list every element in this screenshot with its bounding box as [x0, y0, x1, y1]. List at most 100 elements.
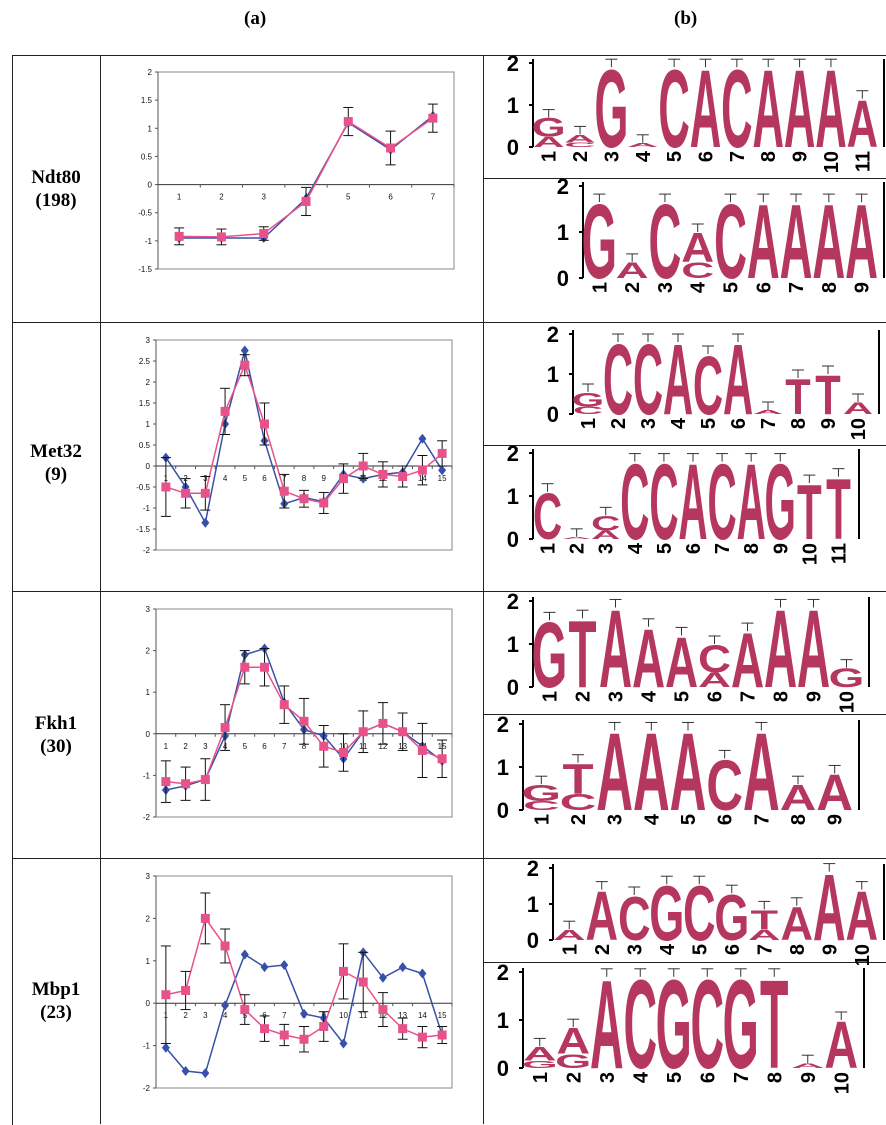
logo-letter: G: [572, 388, 604, 411]
logo-position-label: 7: [754, 944, 776, 955]
x-tick-label: 1: [177, 193, 182, 202]
logo-letter: G: [649, 872, 684, 958]
data-point: [358, 461, 368, 471]
x-tick-label: 15: [438, 1011, 447, 1020]
x-tick-label: 15: [438, 474, 447, 483]
data-point: [181, 488, 191, 498]
logo-letter: A: [556, 1020, 590, 1061]
series-line: [179, 117, 434, 238]
tf-count: (9): [44, 464, 68, 485]
logo-letter: A: [791, 1062, 825, 1069]
logo-y-tick-label: 1: [507, 632, 519, 657]
data-point: [299, 1034, 309, 1044]
logo-letter: G: [522, 780, 562, 806]
logo-y-tick-label: 0: [497, 798, 509, 823]
row-label-fkh1: Fkh1 (30): [12, 712, 100, 758]
data-point: [240, 345, 249, 356]
data-point: [279, 700, 289, 710]
y-tick-label: -2: [143, 1084, 151, 1093]
data-point: [338, 966, 348, 976]
data-point: [181, 779, 191, 789]
logo-y-tick-label: 2: [497, 712, 509, 737]
data-point: [437, 448, 447, 458]
data-point: [338, 474, 348, 484]
x-tick-label: 4: [223, 1011, 228, 1020]
y-tick-label: 2: [146, 914, 151, 923]
logo-position-label: 4: [633, 150, 655, 162]
logo-position-label: 2: [568, 814, 590, 825]
data-point: [260, 662, 270, 672]
y-tick-label: -1.5: [136, 525, 150, 534]
logo-position-label: 4: [657, 943, 679, 955]
logo-letter: C: [591, 512, 620, 536]
logo-position-label: 3: [597, 1072, 619, 1083]
logo-letter: A: [843, 399, 873, 418]
x-tick-label: 5: [243, 474, 248, 483]
logo-letter: T: [826, 462, 851, 558]
logo-position-label: 11: [828, 543, 850, 564]
y-tick-label: 1: [146, 688, 151, 697]
y-tick-label: -2: [143, 813, 151, 822]
logo-position-label: 2: [592, 944, 614, 955]
logo-position-label: 1: [530, 1072, 552, 1083]
logo-position-label: 9: [819, 944, 841, 955]
logo-position-label: 3: [638, 418, 660, 429]
x-tick-label: 6: [262, 742, 267, 751]
logo-position-label: 3: [624, 944, 646, 955]
data-point: [378, 718, 388, 728]
logo-letter: A: [753, 409, 783, 415]
logo-letter: A: [847, 87, 878, 162]
logo-position-label: 7: [751, 814, 773, 825]
data-point: [418, 433, 427, 444]
data-point: [378, 469, 388, 479]
logo-position-label: 2: [573, 691, 595, 702]
x-tick-label: 11: [359, 1011, 368, 1020]
data-point: [417, 745, 427, 755]
y-tick-label: 0.5: [139, 441, 151, 450]
data-point: [386, 143, 396, 153]
y-tick-label: 0: [146, 462, 151, 471]
logo-y-tick-label: 0: [557, 266, 569, 291]
logo-y-tick-label: 0: [547, 402, 559, 427]
y-tick-label: -1: [143, 771, 151, 780]
y-tick-label: 1: [146, 957, 151, 966]
y-tick-label: -0.5: [138, 209, 152, 218]
logo-letter: C: [649, 185, 682, 302]
x-tick-label: 8: [302, 742, 307, 751]
logo-letter: C: [603, 325, 633, 436]
data-point: [221, 1000, 230, 1011]
logo-letter: C: [573, 405, 603, 417]
x-tick-label: 7: [282, 1011, 287, 1020]
logo-letter: A: [748, 927, 781, 943]
logo-position-label: 1: [578, 418, 600, 429]
data-point: [319, 1022, 329, 1032]
logo-letter: A: [681, 226, 714, 272]
data-point: [299, 716, 309, 726]
logo-position-label: 6: [753, 282, 775, 293]
logo-position-label: 2: [563, 1072, 585, 1083]
series-line: [165, 916, 443, 1041]
logo-position-label: 7: [758, 418, 780, 429]
logo-position-label: 1: [559, 944, 581, 955]
logo-position-label: 9: [804, 691, 826, 702]
data-point: [358, 977, 368, 987]
logo-position-label: 7: [727, 151, 749, 162]
logo-letter: A: [845, 878, 878, 955]
x-tick-label: 3: [203, 1011, 208, 1020]
data-point: [181, 985, 191, 995]
y-tick-label: 0: [146, 999, 151, 1008]
logo-letter: A: [780, 185, 813, 302]
panel-label-a: (a): [244, 8, 267, 29]
logo-position-label: 6: [728, 418, 750, 429]
logo-position-label: 4: [625, 542, 647, 554]
logo-letter: C: [633, 325, 663, 436]
logo-y-tick-label: 1: [507, 93, 519, 118]
logo-position-label: 2: [570, 151, 592, 162]
logo-position-label: 3: [601, 151, 623, 162]
logo-position-label: 10: [837, 691, 859, 713]
logo-letter: C: [683, 872, 716, 958]
logo-letter: G: [723, 955, 759, 1096]
logo-letter: A: [813, 854, 846, 960]
logo-position-label: 1: [538, 543, 560, 554]
